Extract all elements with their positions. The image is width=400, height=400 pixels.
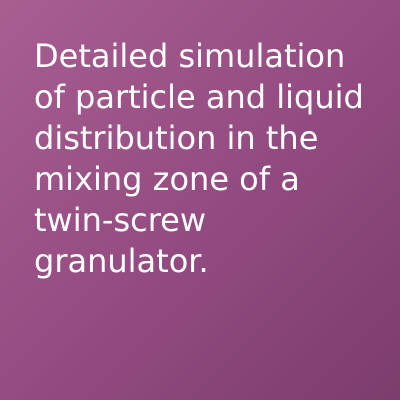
tile-title: Detailed simulation of particle and liqu…: [34, 37, 364, 280]
